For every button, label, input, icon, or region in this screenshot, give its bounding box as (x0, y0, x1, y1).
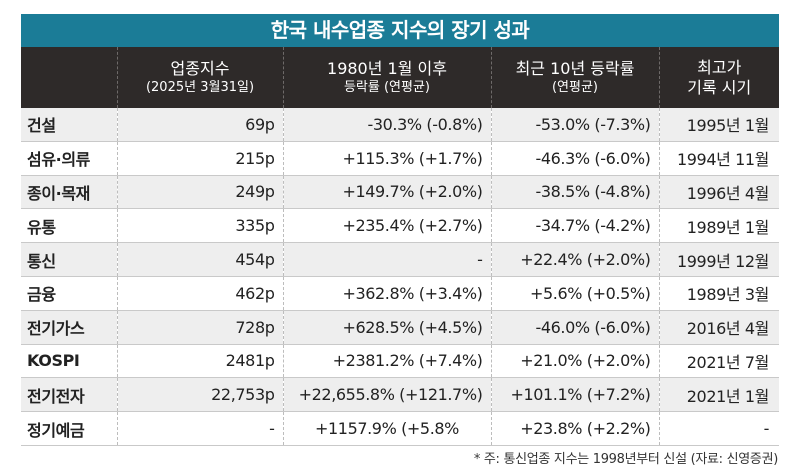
table-body: 건설 69p -30.3% (-0.8%) -53.0% (-7.3%) 199… (21, 108, 779, 446)
sector-cell: 섬유·의류 (21, 141, 117, 176)
recent10-cell: +101.1% (+7.2%) (490, 377, 659, 413)
sector-cell: 유통 (21, 208, 117, 244)
sector-cell: 전기가스 (21, 310, 117, 345)
index-cell: 215p (116, 141, 283, 176)
header-index-sub: (2025년 3월31일) (145, 79, 255, 95)
table-row: 섬유·의류 215p +115.3% (+1.7%) -46.3% (-6.0%… (21, 141, 779, 176)
header-sector (21, 47, 117, 108)
header-since1980: 1980년 1월 이후 등락률 (연평균) (282, 47, 491, 108)
since1980-cell: +628.5% (+4.5%) (282, 310, 491, 345)
table-row: 금융 462p +362.8% (+3.4%) +5.6% (+0.5%) 19… (21, 276, 779, 311)
peak-cell: 2016년 4월 (658, 310, 779, 345)
recent10-cell: +23.8% (+2.2%) (490, 411, 659, 446)
table-row: 종이·목재 249p +149.7% (+2.0%) -38.5% (-4.8%… (21, 175, 779, 210)
index-cell: 454p (116, 242, 283, 277)
peak-cell: 1999년 12월 (658, 242, 779, 277)
header-since1980-main: 1980년 1월 이후 (327, 58, 447, 78)
since1980-cell: +115.3% (+1.7%) (282, 141, 491, 176)
index-cell: 728p (116, 310, 283, 345)
table-row: KOSPI 2481p +2381.2% (+7.4%) +21.0% (+2.… (21, 344, 779, 379)
sector-cell: 전기전자 (21, 377, 117, 413)
since1980-cell: +149.7% (+2.0%) (282, 175, 491, 210)
table-row: 정기예금 - +1157.9% (+5.8% +23.8% (+2.2%) - (21, 411, 779, 446)
table-row: 통신 454p - +22.4% (+2.0%) 1999년 12월 (21, 242, 779, 277)
recent10-cell: +22.4% (+2.0%) (490, 242, 659, 277)
header-since1980-sub: 등락률 (연평균) (343, 79, 431, 95)
since1980-cell: +2381.2% (+7.4%) (282, 344, 491, 379)
header-peak-sub: 기록 시기 (687, 77, 752, 97)
footnote: * 주: 통신업종 지수는 1998년부터 신설 (자료: 신영증권) (473, 452, 778, 467)
recent10-cell: -46.0% (-6.0%) (490, 310, 659, 345)
since1980-cell: - (282, 242, 491, 277)
table-row: 전기가스 728p +628.5% (+4.5%) -46.0% (-6.0%)… (21, 310, 779, 345)
peak-cell: 1994년 11월 (658, 141, 779, 176)
since1980-cell: +235.4% (+2.7%) (282, 208, 491, 244)
header-index-main: 업종지수 (170, 58, 230, 78)
peak-cell: 1989년 3월 (658, 276, 779, 311)
index-cell: - (116, 411, 283, 446)
header-index: 업종지수 (2025년 3월31일) (116, 47, 283, 108)
header-peak: 최고가 기록 시기 (658, 47, 779, 108)
table-row: 전기전자 22,753p +22,655.8% (+121.7%) +101.1… (21, 377, 779, 413)
sector-cell: 정기예금 (21, 411, 117, 446)
header-peak-main: 최고가 (697, 57, 742, 77)
index-cell: 249p (116, 175, 283, 210)
since1980-cell: +22,655.8% (+121.7%) (282, 377, 491, 413)
sector-cell: 종이·목재 (21, 175, 117, 210)
peak-cell: 1996년 4월 (658, 175, 779, 210)
peak-cell: 1995년 1월 (658, 108, 779, 142)
sector-cell: 통신 (21, 242, 117, 277)
peak-cell: 1989년 1월 (658, 208, 779, 244)
header-row: 업종지수 (2025년 3월31일) 1980년 1월 이후 등락률 (연평균)… (21, 47, 779, 108)
recent10-cell: +21.0% (+2.0%) (490, 344, 659, 379)
recent10-cell: -38.5% (-4.8%) (490, 175, 659, 210)
table-row: 유통 335p +235.4% (+2.7%) -34.7% (-4.2%) 1… (21, 208, 779, 244)
header-recent10-sub: (연평균) (551, 79, 599, 95)
since1980-cell: +362.8% (+3.4%) (282, 276, 491, 311)
table-title: 한국 내수업종 지수의 장기 성과 (21, 14, 779, 47)
recent10-cell: +5.6% (+0.5%) (490, 276, 659, 311)
sector-cell: 금융 (21, 276, 117, 311)
sector-cell: KOSPI (21, 344, 117, 379)
index-cell: 462p (116, 276, 283, 311)
recent10-cell: -46.3% (-6.0%) (490, 141, 659, 176)
table-row: 건설 69p -30.3% (-0.8%) -53.0% (-7.3%) 199… (21, 108, 779, 142)
performance-table: 업종지수 (2025년 3월31일) 1980년 1월 이후 등락률 (연평균)… (21, 47, 779, 446)
since1980-cell: -30.3% (-0.8%) (282, 108, 491, 142)
index-cell: 2481p (116, 344, 283, 379)
since1980-cell: +1157.9% (+5.8% (282, 411, 491, 446)
table-header: 업종지수 (2025년 3월31일) 1980년 1월 이후 등락률 (연평균)… (21, 47, 779, 108)
peak-cell: - (658, 411, 779, 446)
index-cell: 22,753p (116, 377, 283, 413)
index-cell: 69p (116, 108, 283, 142)
sector-cell: 건설 (21, 108, 117, 142)
peak-cell: 2021년 1월 (658, 377, 779, 413)
recent10-cell: -34.7% (-4.2%) (490, 208, 659, 244)
header-recent10: 최근 10년 등락률 (연평균) (490, 47, 659, 108)
header-recent10-main: 최근 10년 등락률 (515, 58, 635, 78)
index-cell: 335p (116, 208, 283, 244)
recent10-cell: -53.0% (-7.3%) (490, 108, 659, 142)
peak-cell: 2021년 7월 (658, 344, 779, 379)
